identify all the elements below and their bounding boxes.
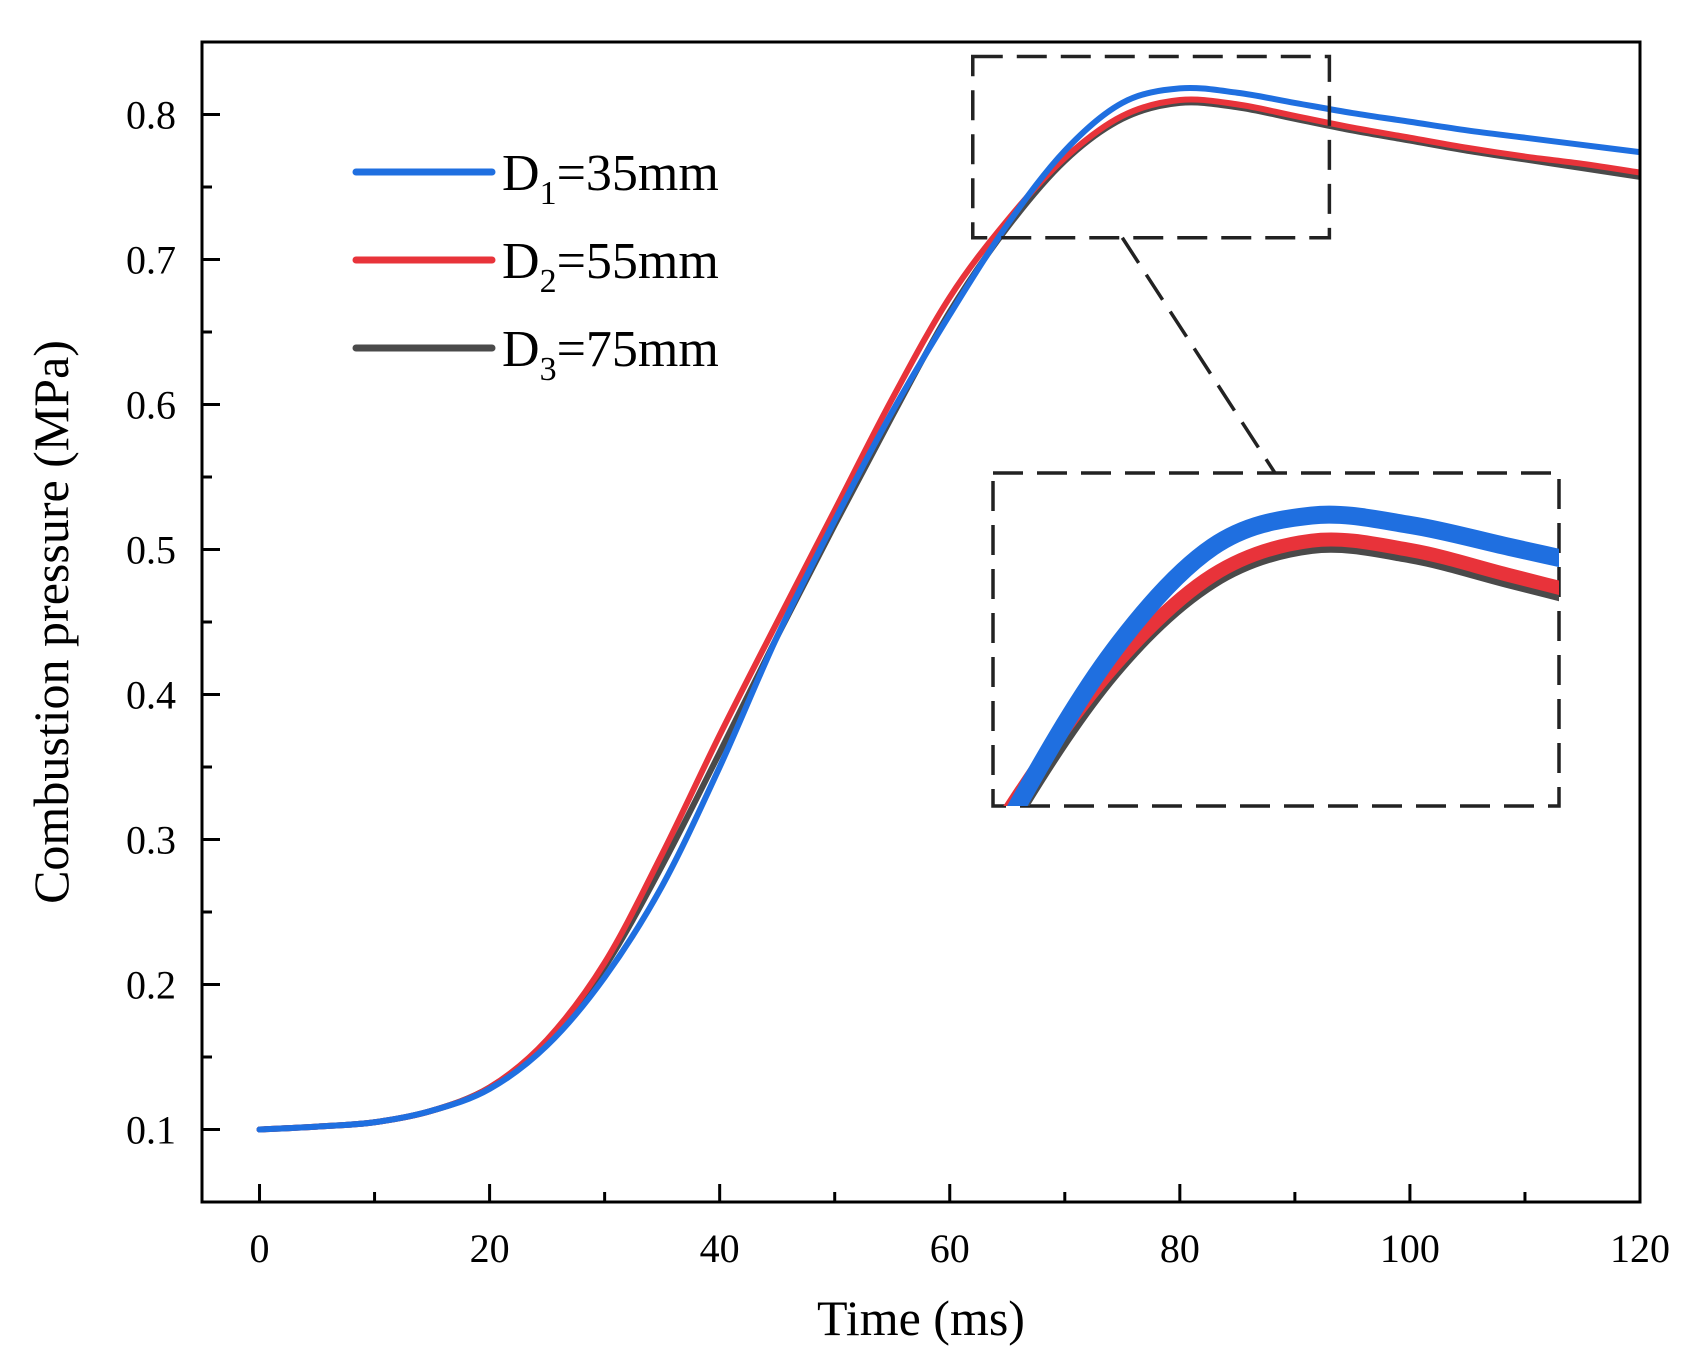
series-line-2 <box>256 96 1640 1133</box>
x-tick-label: 0 <box>250 1226 270 1271</box>
legend-item-2: D2=55mm <box>352 233 719 300</box>
inset-series-line-1 <box>1007 505 1559 806</box>
inset-connector <box>1120 236 1277 474</box>
x-tick-label: 100 <box>1380 1226 1440 1271</box>
inset-curves <box>1003 505 1559 806</box>
series-line-3 <box>256 99 1640 1133</box>
legend-label-rest: =75mm <box>557 321 719 378</box>
x-tick-label: 40 <box>700 1226 740 1271</box>
y-tick-label: 0.1 <box>126 1108 176 1153</box>
y-tick-label: 0.7 <box>126 238 176 283</box>
legend-label-rest: =35mm <box>557 145 719 202</box>
x-tick-label: 120 <box>1610 1226 1670 1271</box>
y-tick-label: 0.5 <box>126 528 176 573</box>
legend-label-main: D <box>502 233 540 290</box>
x-tick-label: 80 <box>1160 1226 1200 1271</box>
y-tick-label: 0.8 <box>126 93 176 138</box>
legend-label: D3=75mm <box>502 321 719 388</box>
series-layer <box>256 85 1640 1133</box>
y-tick-label: 0.6 <box>126 383 176 428</box>
legend-label: D2=55mm <box>502 233 719 300</box>
x-tick-label: 60 <box>930 1226 970 1271</box>
inset-box <box>991 471 1561 808</box>
plot-frame <box>200 40 1642 1204</box>
x-axis-title: Time (ms) <box>817 1290 1025 1346</box>
y-axis-title: Combustion pressure (MPa) <box>23 340 79 904</box>
inset-series-line-2 <box>1003 532 1559 806</box>
legend-label-main: D <box>502 145 540 202</box>
y-tick-label: 0.4 <box>126 673 176 718</box>
legend-label-main: D <box>502 321 540 378</box>
y-tick-label: 0.3 <box>126 818 176 863</box>
zoom-region-box <box>971 54 1332 240</box>
inset-series-line-3 <box>1013 538 1559 806</box>
legend-label-rest: =55mm <box>557 233 719 290</box>
zoom-inset <box>971 54 1561 808</box>
axes: 0 20 40 60 80 100 120 0.1 0.2 0.3 0.4 0.5 0.6 0.7 0.8 <box>126 40 1670 1271</box>
legend-item-3: D3=75mm <box>352 321 719 388</box>
y-tick-label: 0.2 <box>126 963 176 1008</box>
series-line-1 <box>256 85 1640 1133</box>
legend-label-sub: 1 <box>540 175 557 212</box>
legend-label-sub: 2 <box>540 263 557 300</box>
legend-label: D1=35mm <box>502 145 719 212</box>
x-tick-label: 20 <box>470 1226 510 1271</box>
legend-item-1: D1=35mm <box>352 145 719 212</box>
legend-label-sub: 3 <box>540 351 557 388</box>
